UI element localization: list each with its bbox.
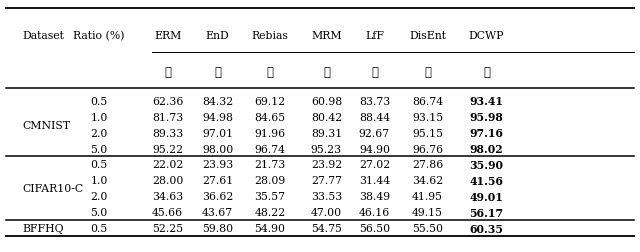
Text: 60.35: 60.35 — [469, 223, 504, 234]
Text: ✗: ✗ — [483, 65, 490, 78]
Text: 54.90: 54.90 — [255, 223, 285, 233]
Text: EnD: EnD — [205, 31, 230, 41]
Text: CIFAR10-C: CIFAR10-C — [22, 184, 84, 194]
Text: 49.01: 49.01 — [470, 191, 503, 202]
Text: 35.57: 35.57 — [255, 192, 285, 202]
Text: 0.5: 0.5 — [91, 223, 108, 233]
Text: 62.36: 62.36 — [152, 96, 184, 106]
Text: 80.42: 80.42 — [311, 112, 342, 122]
Text: 88.44: 88.44 — [359, 112, 390, 122]
Text: 28.00: 28.00 — [152, 176, 184, 186]
Text: 93.15: 93.15 — [412, 112, 443, 122]
Text: 34.63: 34.63 — [152, 192, 183, 202]
Text: 89.33: 89.33 — [152, 128, 183, 138]
Text: 97.16: 97.16 — [469, 128, 504, 139]
Text: 81.73: 81.73 — [152, 112, 183, 122]
Text: 94.90: 94.90 — [359, 144, 390, 154]
Text: DCWP: DCWP — [468, 31, 504, 41]
Text: 84.65: 84.65 — [255, 112, 285, 122]
Text: 35.90: 35.90 — [469, 159, 504, 170]
Text: 46.16: 46.16 — [359, 207, 390, 217]
Text: 28.09: 28.09 — [255, 176, 285, 186]
Text: ✓: ✓ — [214, 65, 221, 78]
Text: 0.5: 0.5 — [91, 160, 108, 170]
Text: 5.0: 5.0 — [91, 144, 108, 154]
Text: LfF: LfF — [365, 31, 384, 41]
Text: 98.00: 98.00 — [202, 144, 233, 154]
Text: 60.98: 60.98 — [311, 96, 342, 106]
Text: CMNIST: CMNIST — [22, 120, 70, 130]
Text: 21.73: 21.73 — [255, 160, 285, 170]
Text: 96.76: 96.76 — [412, 144, 443, 154]
Text: BFFHQ: BFFHQ — [22, 223, 64, 233]
Text: 69.12: 69.12 — [255, 96, 285, 106]
Text: 27.86: 27.86 — [412, 160, 443, 170]
Text: 89.31: 89.31 — [311, 128, 342, 138]
Text: 1.0: 1.0 — [90, 176, 108, 186]
Text: 38.49: 38.49 — [359, 192, 390, 202]
Text: ✗: ✗ — [164, 65, 171, 78]
Text: 56.50: 56.50 — [359, 223, 390, 233]
Text: ✓: ✓ — [267, 65, 273, 78]
Text: 97.01: 97.01 — [202, 128, 233, 138]
Text: 54.75: 54.75 — [311, 223, 342, 233]
Text: 95.22: 95.22 — [152, 144, 183, 154]
Text: 83.73: 83.73 — [359, 96, 390, 106]
Text: 34.62: 34.62 — [412, 176, 443, 186]
Text: 59.80: 59.80 — [202, 223, 233, 233]
Text: 96.74: 96.74 — [255, 144, 285, 154]
Text: 45.66: 45.66 — [152, 207, 183, 217]
Text: 55.50: 55.50 — [412, 223, 443, 233]
Text: 23.92: 23.92 — [311, 160, 342, 170]
Text: 47.00: 47.00 — [311, 207, 342, 217]
Text: Ratio (%): Ratio (%) — [74, 31, 125, 41]
Text: 22.02: 22.02 — [152, 160, 184, 170]
Text: 31.44: 31.44 — [359, 176, 390, 186]
Text: 33.53: 33.53 — [311, 192, 342, 202]
Text: 92.67: 92.67 — [359, 128, 390, 138]
Text: 1.0: 1.0 — [90, 112, 108, 122]
Text: ✗: ✗ — [323, 65, 330, 78]
Text: 95.15: 95.15 — [412, 128, 443, 138]
Text: ERM: ERM — [154, 31, 181, 41]
Text: 56.17: 56.17 — [469, 207, 504, 218]
Text: 98.02: 98.02 — [470, 143, 503, 154]
Text: 94.98: 94.98 — [202, 112, 233, 122]
Text: 48.22: 48.22 — [255, 207, 285, 217]
Text: DisEnt: DisEnt — [409, 31, 446, 41]
Text: 91.96: 91.96 — [255, 128, 285, 138]
Text: ✗: ✗ — [424, 65, 431, 78]
Text: 41.95: 41.95 — [412, 192, 443, 202]
Text: ✗: ✗ — [371, 65, 378, 78]
Text: 2.0: 2.0 — [90, 128, 108, 138]
Text: 27.02: 27.02 — [359, 160, 390, 170]
Text: 27.77: 27.77 — [311, 176, 342, 186]
Text: 95.98: 95.98 — [470, 112, 503, 123]
Text: 27.61: 27.61 — [202, 176, 233, 186]
Text: MRM: MRM — [311, 31, 342, 41]
Text: 93.41: 93.41 — [469, 96, 504, 107]
Text: 5.0: 5.0 — [91, 207, 108, 217]
Text: Dataset: Dataset — [22, 31, 64, 41]
Text: 84.32: 84.32 — [202, 96, 233, 106]
Text: 23.93: 23.93 — [202, 160, 233, 170]
Text: 43.67: 43.67 — [202, 207, 233, 217]
Text: 41.56: 41.56 — [469, 175, 504, 186]
Text: 49.15: 49.15 — [412, 207, 443, 217]
Text: 2.0: 2.0 — [90, 192, 108, 202]
Text: 36.62: 36.62 — [202, 192, 234, 202]
Text: 0.5: 0.5 — [91, 96, 108, 106]
Text: 95.23: 95.23 — [311, 144, 342, 154]
Text: 86.74: 86.74 — [412, 96, 443, 106]
Text: 52.25: 52.25 — [152, 223, 183, 233]
Text: Rebias: Rebias — [252, 31, 289, 41]
